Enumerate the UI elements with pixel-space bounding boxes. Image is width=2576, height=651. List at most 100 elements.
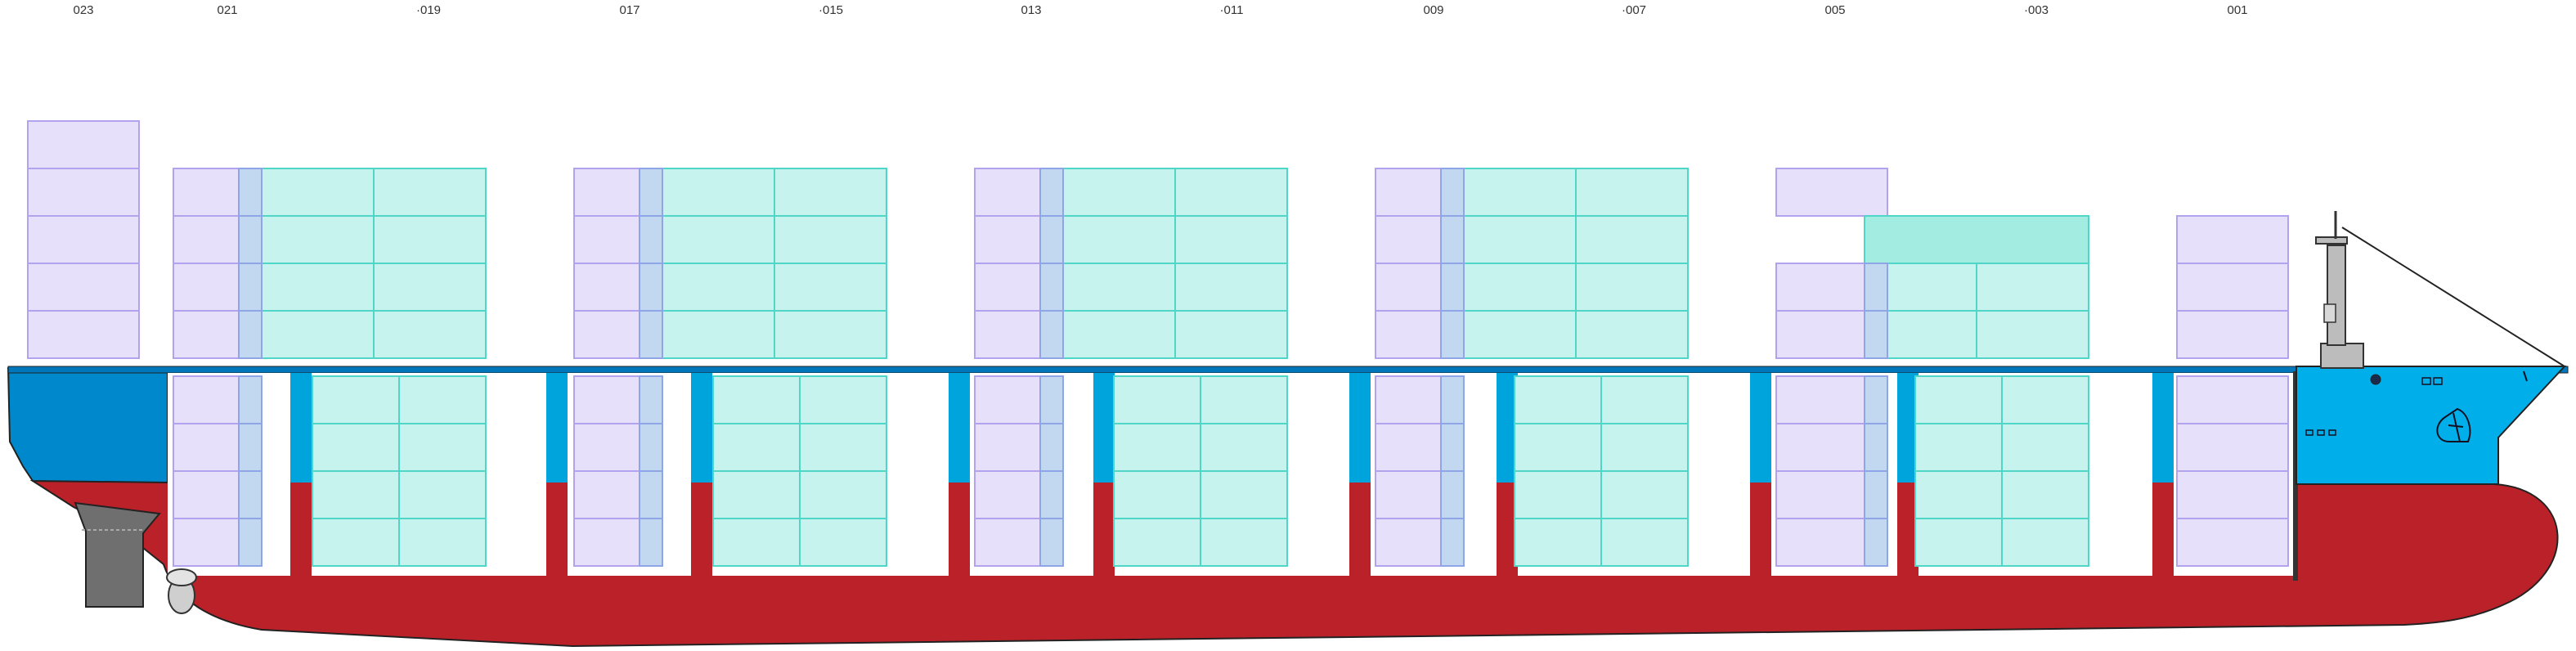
hold-40ft-b-bay3-tier-2 <box>1200 423 1288 472</box>
hold-overlap-bay1-tier-2 <box>238 423 263 472</box>
hold-40ft-b-bay003-tier-2 <box>2001 423 2089 472</box>
deck-40ft-b-bay2-tier-2 <box>774 215 887 264</box>
hold-40ft-b-bay2-tier-2 <box>799 423 887 472</box>
hold-stack-bay001-tier-4 <box>2176 518 2289 567</box>
hold-40ft-a-bay2-tier-4 <box>712 518 801 567</box>
deck-40ft-a-bay3-tier-3 <box>1062 263 1176 312</box>
hold-40ft-b-bay1 <box>398 375 487 567</box>
deck-40ft-b-bay003-tier-1 <box>1976 263 2089 312</box>
hold-stack-bay001 <box>2176 375 2289 567</box>
hold-overlap-bay4-tier-2 <box>1440 423 1465 472</box>
anchor-shape <box>2448 412 2464 442</box>
deck-stack-bay001-tier-2 <box>2176 263 2289 312</box>
deck-40ft-top-bay003-tier-1 <box>1864 215 2089 264</box>
deck-40ft-a-bay1-tier-1 <box>261 168 375 217</box>
bay-023-label: 023 <box>73 3 94 17</box>
hold-40ft-a-bay4-tier-4 <box>1514 518 1602 567</box>
hold-40ft-a-bay1-tier-2 <box>312 423 400 472</box>
bay-011-label: ·011 <box>1219 3 1244 17</box>
deck-40ft-b-bay1-tier-2 <box>373 215 487 264</box>
deck-stack-bay001 <box>2176 215 2289 359</box>
deck-overlap-bay4-tier-3 <box>1440 263 1465 312</box>
hold-overlap-bay005-tier-3 <box>1864 470 1888 519</box>
hold-40ft-b-bay2-tier-4 <box>799 518 887 567</box>
rudder-blade <box>74 501 161 608</box>
deck-stack-bay023-tier-5 <box>27 310 140 359</box>
bulkhead-lower-3 <box>691 483 712 579</box>
deck-overlap-bay3-tier-3 <box>1039 263 1064 312</box>
deck-40ft-b-bay4 <box>1575 168 1689 359</box>
bulkhead-upper-10 <box>2152 373 2174 483</box>
deck-40ft-a-bay1-tier-3 <box>261 263 375 312</box>
hold-overlap-bay1-tier-4 <box>238 518 263 567</box>
deck-overlap-bay1 <box>238 168 263 359</box>
hold-40ft-b-bay4-tier-3 <box>1600 470 1689 519</box>
deck-containers <box>27 120 2289 359</box>
bow-thruster-icon <box>2421 377 2443 385</box>
hold-stack-bay001-tier-2 <box>2176 423 2289 472</box>
hold-40ft-a-bay2-tier-2 <box>712 423 801 472</box>
thruster-port-1 <box>2421 377 2431 385</box>
deck-40ft-b-bay1-tier-4 <box>373 310 487 359</box>
hold-overlap-bay2-tier-3 <box>639 470 663 519</box>
hold-40ft-b-bay3-tier-3 <box>1200 470 1288 519</box>
deck-40ft-top-bay003 <box>1864 215 2089 264</box>
deck-overlap-bay3-tier-4 <box>1039 310 1064 359</box>
bulkhead-upper-8 <box>1750 373 1771 483</box>
hold-40ft-a-bay4-tier-1 <box>1514 375 1602 424</box>
deck-40ft-b-bay003-tier-2 <box>1976 310 2089 359</box>
hold-40ft-a-bay3-tier-3 <box>1113 470 1201 519</box>
bulkhead-lower-6 <box>1349 483 1371 579</box>
hold-overlap-bay3-tier-3 <box>1039 470 1064 519</box>
hold-stack-bay001-tier-3 <box>2176 470 2289 519</box>
hold-overlap-bay3-tier-2 <box>1039 423 1064 472</box>
deck-40ft-b-bay3-tier-4 <box>1174 310 1288 359</box>
hold-40ft-a-bay003 <box>1914 375 2003 567</box>
hold-overlap-bay3-tier-4 <box>1039 518 1064 567</box>
deck-40ft-b-bay2-tier-3 <box>774 263 887 312</box>
hold-40ft-b-bay1-tier-2 <box>398 423 487 472</box>
hold-overlap-bay4-tier-3 <box>1440 470 1465 519</box>
hold-overlap-bay1-tier-3 <box>238 470 263 519</box>
deck-overlap-bay2-tier-3 <box>639 263 663 312</box>
deck-overlap-bay1-tier-4 <box>238 310 263 359</box>
bow-draft-mark <box>2523 370 2528 382</box>
hold-overlap-bay3-tier-1 <box>1039 375 1064 424</box>
deck-40ft-b-bay2-tier-1 <box>774 168 887 217</box>
deck-40ft-a-bay1 <box>261 168 375 359</box>
propeller-blade <box>166 568 197 586</box>
hold-40ft-a-bay3 <box>1113 375 1201 567</box>
aft-blue-hull <box>7 367 168 484</box>
bow-marker-circle <box>2370 374 2381 385</box>
bulkhead-lower-1 <box>290 483 312 579</box>
hold-40ft-a-bay3-tier-2 <box>1113 423 1201 472</box>
deck-40ft-b-bay4-tier-4 <box>1575 310 1689 359</box>
bulkhead-upper-4 <box>949 373 970 483</box>
hold-overlap-bay4 <box>1440 375 1465 567</box>
deck-overlap-bay2-tier-1 <box>639 168 663 217</box>
deck-40ft-a-bay2-tier-2 <box>662 215 775 264</box>
hold-overlap-bay2-tier-4 <box>639 518 663 567</box>
deck-overlap-bay2-tier-4 <box>639 310 663 359</box>
deck-stack-bay023-tier-4 <box>27 263 140 312</box>
hold-40ft-a-bay3-tier-4 <box>1113 518 1201 567</box>
deck-stack-bay023-tier-2 <box>27 168 140 217</box>
deck-40ft-b-bay3 <box>1174 168 1288 359</box>
hold-40ft-a-bay2 <box>712 375 801 567</box>
deck-40ft-b-bay4-tier-1 <box>1575 168 1689 217</box>
bay-019-label: ·019 <box>415 3 442 17</box>
deck-stack-bay001-tier-1 <box>2176 215 2289 264</box>
thruster-port-2 <box>2433 377 2443 385</box>
hold-overlap-bay2-tier-1 <box>639 375 663 424</box>
deck-40ft-b-bay1-tier-1 <box>373 168 487 217</box>
hold-40ft-a-bay1-tier-3 <box>312 470 400 519</box>
hold-40ft-b-bay2-tier-3 <box>799 470 887 519</box>
bulkhead-lower-8 <box>1750 483 1771 579</box>
hold-overlap-bay1 <box>238 375 263 567</box>
hold-40ft-b-bay4-tier-1 <box>1600 375 1689 424</box>
deck-overlap-bay005-tier-1 <box>1864 263 1888 312</box>
hold-overlap-bay4-tier-1 <box>1440 375 1465 424</box>
hold-40ft-b-bay003-tier-3 <box>2001 470 2089 519</box>
